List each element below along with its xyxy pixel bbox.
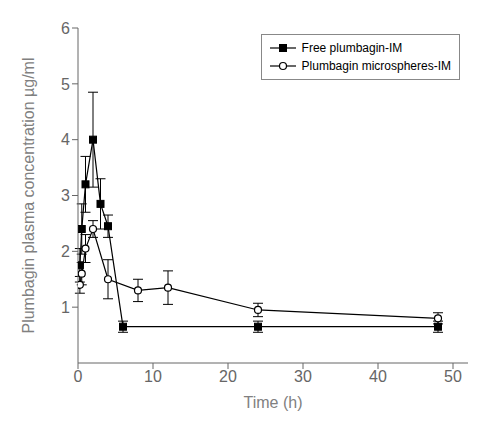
svg-text:10: 10 [144, 368, 162, 385]
svg-text:50: 50 [444, 368, 462, 385]
svg-text:5: 5 [61, 76, 70, 93]
html-text:Free plumbagin-IM: Free plumbagin-IM [301, 41, 403, 55]
svg-text:2: 2 [61, 243, 70, 260]
svg-text:4: 4 [61, 131, 70, 148]
svg-text:20: 20 [219, 368, 237, 385]
svg-text:3: 3 [61, 187, 70, 204]
svg-text:0: 0 [74, 368, 83, 385]
svg-text:30: 30 [294, 368, 312, 385]
html-text:Plumbagin microspheres-IM: Plumbagin microspheres-IM [301, 59, 451, 73]
svg-text:40: 40 [369, 368, 387, 385]
svg-text:6: 6 [61, 20, 70, 37]
svg-text:Time (h): Time (h) [244, 394, 303, 411]
svg-text:1: 1 [61, 299, 70, 316]
svg-text:Plumbagin plasma concentration: Plumbagin plasma concentration µg/ml [20, 57, 37, 333]
